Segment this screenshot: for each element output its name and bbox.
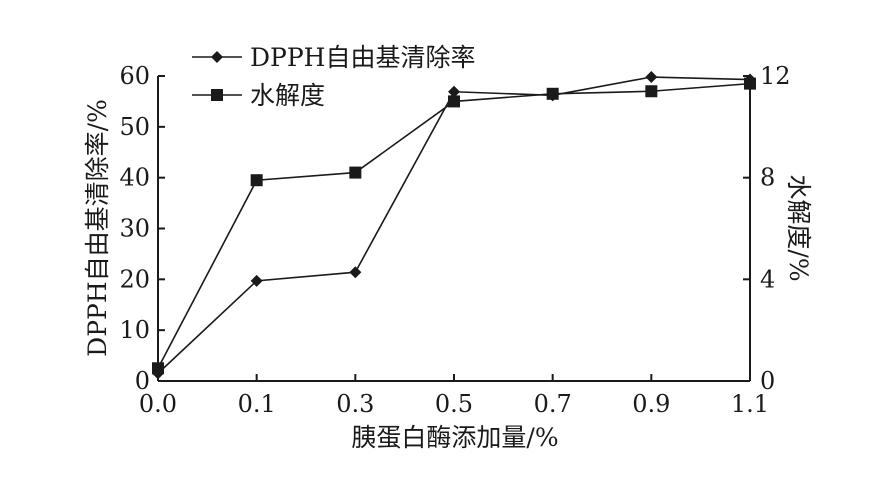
legend-item: DPPH自由基清除率	[192, 43, 476, 72]
y-right-tick-label: 0	[760, 367, 775, 395]
data-point-square	[744, 77, 756, 90]
series-line	[157, 76, 751, 374]
x-tick-label: 0.5	[435, 390, 473, 418]
x-tick-label: 0.3	[336, 390, 374, 418]
y-right-tick-label: 4	[760, 265, 775, 293]
data-point-square	[250, 174, 263, 187]
data-point-square	[349, 166, 362, 179]
y-left-tick-label: 0	[135, 367, 150, 395]
legend-diamond-marker	[211, 51, 223, 63]
series-dpph	[152, 71, 756, 380]
legend-item: 水解度	[192, 81, 325, 110]
y-left-tick-label: 20	[119, 265, 150, 293]
data-point-diamond	[448, 85, 460, 98]
data-point-diamond	[250, 274, 263, 287]
y-left-axis-title: DPPH自由基清除率/%	[83, 99, 112, 357]
y-left-tick-label: 30	[119, 215, 150, 243]
x-axis-title: 胰蛋白酶添加量/%	[351, 423, 558, 452]
series-group	[152, 71, 756, 380]
data-point-diamond	[349, 266, 362, 279]
y-left-tick-label: 60	[119, 62, 150, 90]
data-point-diamond	[645, 71, 658, 84]
data-point-square	[152, 362, 164, 375]
data-point-square	[546, 87, 559, 100]
legend-square-marker	[211, 89, 223, 101]
legend-label: DPPH自由基清除率	[250, 43, 476, 72]
data-point-square	[645, 85, 658, 98]
y-left-tick-label: 50	[119, 113, 150, 141]
y-left-tick-label: 10	[119, 316, 150, 344]
x-tick-label: 0.7	[534, 390, 572, 418]
y-right-tick-label: 8	[760, 164, 775, 192]
series-line	[157, 82, 751, 369]
y-right-axis-title: 水解度/%	[784, 174, 813, 281]
x-tick-label: 0.0	[139, 390, 177, 418]
y-left-tick-label: 40	[119, 164, 150, 192]
x-tick-label: 1.1	[731, 390, 769, 418]
x-tick-label: 0.9	[632, 390, 670, 418]
x-tick-label: 0.1	[238, 390, 276, 418]
series-hydrolysis	[152, 77, 756, 375]
legend-label: 水解度	[250, 81, 325, 110]
y-right-tick-label: 12	[760, 62, 791, 90]
data-point-square	[448, 95, 460, 108]
